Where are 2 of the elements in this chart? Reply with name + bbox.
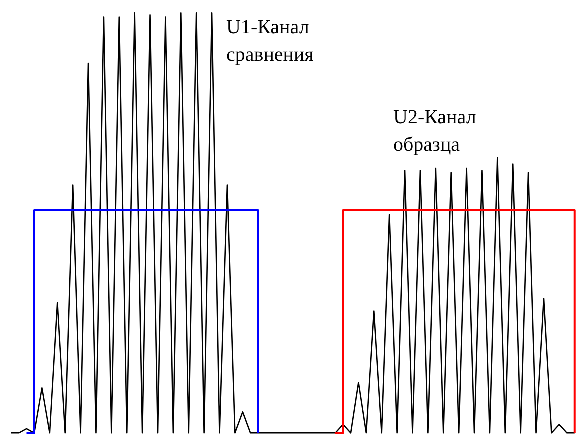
annotation: U2-Канал образца <box>394 106 476 156</box>
annotation: U1-Канал сравнения <box>226 16 314 66</box>
